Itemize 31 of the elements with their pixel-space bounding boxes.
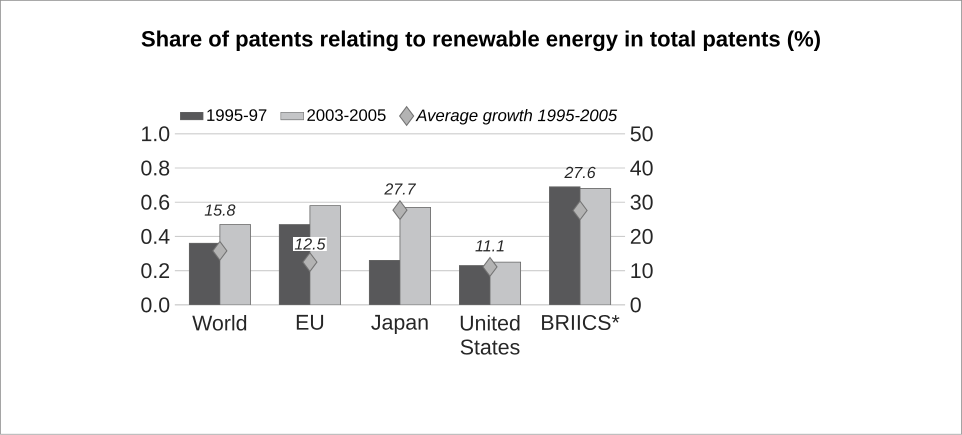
data-label: 15.8 xyxy=(204,204,236,216)
point xyxy=(212,241,228,261)
y2-tick-label: 40 xyxy=(630,160,653,176)
y-tick-label: 0.2 xyxy=(141,263,170,278)
y2-tick-label: 20 xyxy=(630,229,653,244)
x-tick-label: Japan xyxy=(371,315,428,334)
x-tick-label: United States xyxy=(460,315,520,355)
y-tick-label: 0.0 xyxy=(141,297,170,313)
chart-title: Share of patents relating to renewable energy in total patents (%) xyxy=(142,30,820,52)
y2-tick-label: 30 xyxy=(630,194,653,210)
legend-label: Average growth 1995-2005 xyxy=(415,109,618,125)
y2-tick-label: 0 xyxy=(630,297,641,313)
y-tick-label: 0.4 xyxy=(141,229,170,244)
point xyxy=(572,200,588,220)
data-label: 27.6 xyxy=(564,166,596,178)
data-label: 27.7 xyxy=(384,184,416,195)
y2-tick-label: 50 xyxy=(630,126,653,142)
point xyxy=(482,257,498,277)
data-label: 11.1 xyxy=(475,240,504,252)
y-tick-label: 1.0 xyxy=(142,126,170,142)
x-tick-label: World xyxy=(192,315,246,331)
point xyxy=(392,200,408,220)
x-tick-label: EU xyxy=(296,315,324,330)
legend-label: 2003-2005 xyxy=(307,109,386,122)
y2-tick-label: 10 xyxy=(631,263,653,278)
point xyxy=(302,252,318,272)
legend-label: 1995-97 xyxy=(207,109,266,122)
data-label: 12.5 xyxy=(294,238,326,250)
y-tick-label: 0.6 xyxy=(141,194,170,210)
y-tick-label: 0.8 xyxy=(141,160,170,176)
x-tick-label: BRIICS* xyxy=(542,315,620,330)
